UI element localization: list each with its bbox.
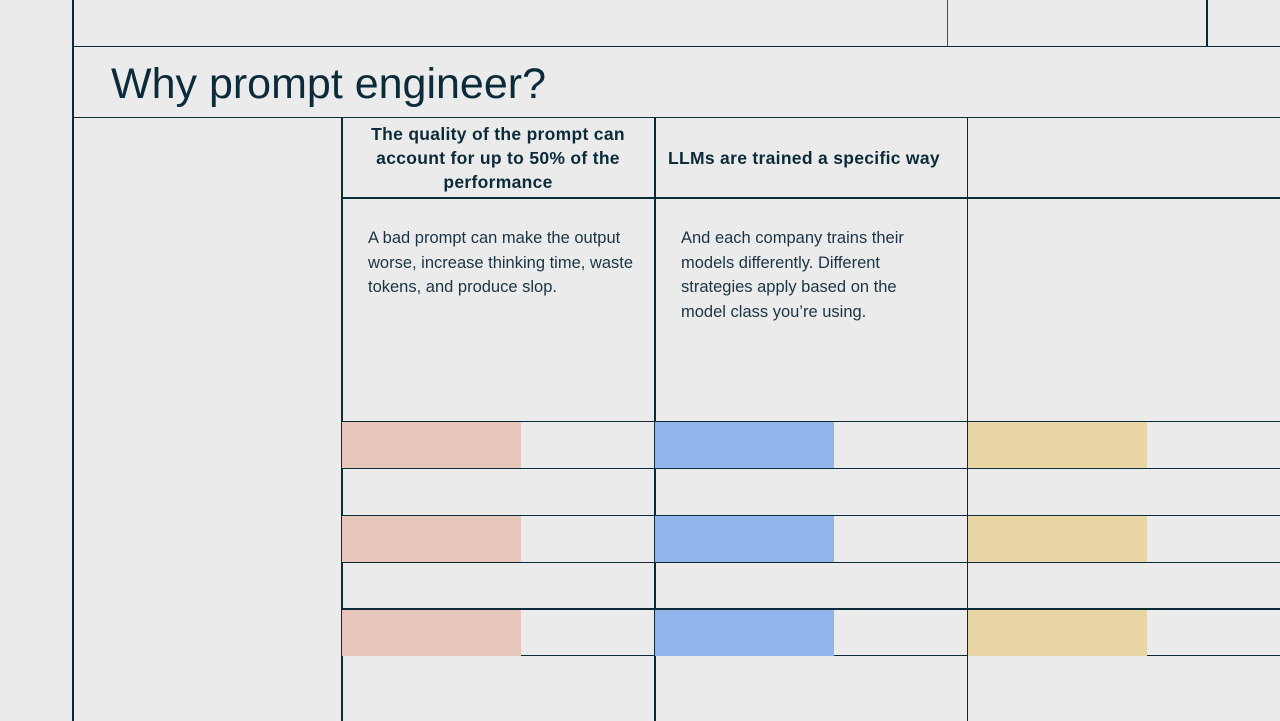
column-1-body: A bad prompt can make the output worse, … bbox=[368, 229, 634, 296]
column-divider-1 bbox=[341, 118, 343, 721]
column-2-body: And each company trains their models dif… bbox=[681, 229, 904, 321]
column-2-accent-bar-3 bbox=[655, 610, 834, 656]
slide-title: Why prompt engineer? bbox=[111, 60, 546, 108]
column-2-accent-bar-2 bbox=[655, 516, 834, 562]
column-3-accent-bar-3 bbox=[968, 610, 1147, 656]
column-2-accent-bar-1 bbox=[655, 422, 834, 468]
column-3-accent-bar-1 bbox=[968, 422, 1147, 468]
left-vertical-rule bbox=[72, 0, 74, 721]
top-divider-1 bbox=[947, 0, 948, 46]
top-horizontal-rule bbox=[72, 46, 1280, 47]
row-rule-5 bbox=[341, 608, 1280, 610]
column-1-accent-bar-2 bbox=[342, 516, 521, 562]
column-1-accent-bar-3 bbox=[342, 610, 521, 656]
row-rule-3 bbox=[341, 515, 1280, 516]
column-1-accent-bar-1 bbox=[342, 422, 521, 468]
column-divider-3 bbox=[967, 118, 968, 721]
column-1-heading: The quality of the prompt can account fo… bbox=[371, 123, 625, 192]
column-3-accent-bar-2 bbox=[968, 516, 1147, 562]
row-rule-1 bbox=[341, 421, 1280, 422]
row-rule-4 bbox=[341, 562, 1280, 563]
top-divider-2 bbox=[1206, 0, 1208, 46]
title-bottom-rule bbox=[72, 117, 1280, 118]
header-bottom-rule bbox=[341, 197, 1280, 199]
column-3-heading bbox=[981, 118, 1263, 197]
row-rule-2 bbox=[341, 468, 1280, 469]
column-divider-2 bbox=[654, 118, 656, 721]
column-2-heading: LLMs are trained a specific way bbox=[668, 147, 940, 168]
